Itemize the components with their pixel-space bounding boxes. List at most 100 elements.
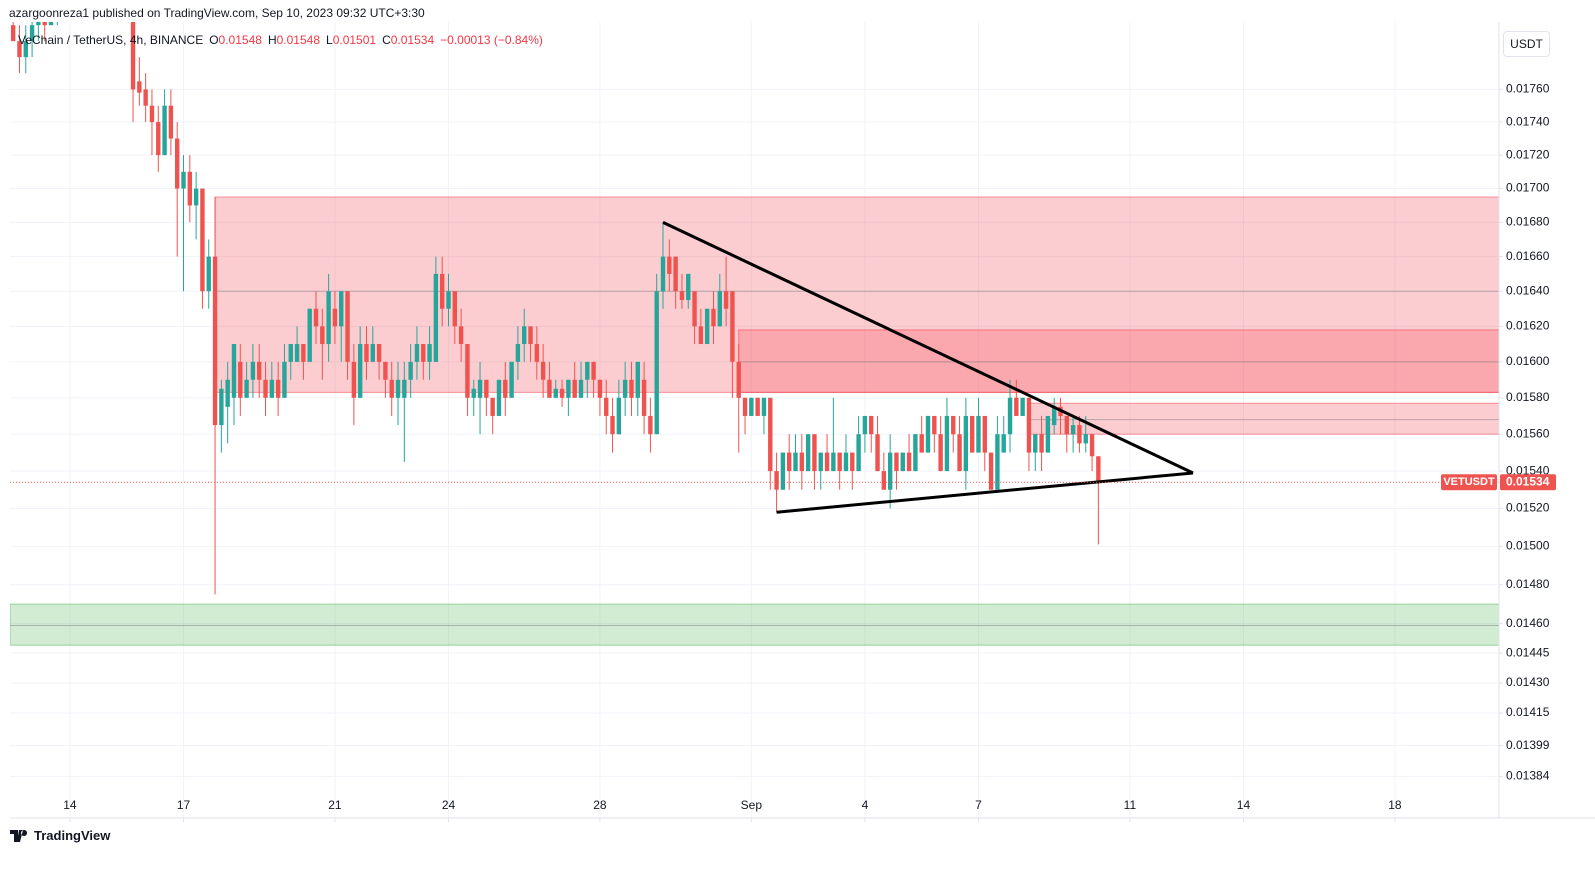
candle-body	[376, 344, 382, 362]
candle-body	[553, 388, 558, 398]
candle-body	[484, 379, 489, 398]
candle-body	[294, 344, 300, 362]
candle-body	[156, 122, 161, 156]
candle-body	[427, 344, 432, 362]
candle-body	[1089, 434, 1095, 457]
candle-body	[174, 138, 180, 189]
candle-body	[200, 188, 205, 292]
x-tick-label: 14	[1237, 798, 1251, 812]
label: O	[209, 33, 219, 47]
candle-body	[231, 344, 237, 398]
y-tick-label: 0.01520	[1506, 501, 1550, 515]
logo: TradingView	[10, 828, 110, 843]
candle-body	[843, 452, 849, 472]
candle-body	[787, 452, 792, 472]
candle-body	[654, 291, 659, 435]
zone	[1028, 402, 1499, 435]
candle-body	[1045, 415, 1051, 453]
candle-body	[149, 105, 155, 123]
y-tick-label: 0.01760	[1506, 82, 1550, 96]
last-price-label: 0.01534	[1506, 474, 1550, 488]
candle-body	[275, 379, 281, 398]
zone	[738, 329, 1499, 393]
x-tick-label: 4	[862, 798, 869, 812]
trend-line	[662, 221, 1194, 475]
candle-body	[137, 81, 142, 93]
candle-body	[48, 22, 54, 26]
candle-body	[244, 379, 249, 398]
candle-body	[711, 308, 716, 327]
candle-body	[938, 434, 943, 472]
currency-button[interactable]: USDT	[1503, 31, 1550, 57]
candle-body	[36, 22, 41, 26]
candle-body	[446, 291, 451, 309]
candle-body	[641, 379, 647, 416]
zone	[10, 603, 1499, 646]
candle-body	[187, 171, 193, 206]
candle-body	[932, 415, 937, 435]
candle-body	[900, 452, 905, 472]
candle-body	[597, 379, 603, 398]
candle-body	[547, 379, 552, 398]
candle-body	[660, 256, 666, 292]
candle-body	[704, 308, 710, 345]
candle-body	[269, 379, 275, 398]
candle-body	[402, 379, 407, 398]
candle-body	[534, 344, 540, 362]
candle-body	[421, 344, 426, 362]
candle-body	[471, 388, 476, 398]
candle-body	[881, 471, 887, 490]
candle-body	[957, 434, 962, 472]
candle-body	[1001, 434, 1006, 453]
candle-body	[477, 379, 483, 398]
candle-body	[439, 273, 445, 309]
candle-body	[887, 452, 893, 490]
ohlc-close: C0.01534	[382, 33, 434, 47]
candle-body	[686, 273, 691, 300]
candle-body	[143, 89, 148, 106]
candle-body	[755, 397, 760, 416]
candle-body	[345, 291, 350, 362]
candle-body	[566, 379, 571, 398]
candle-body	[869, 415, 874, 435]
change: −0.00013 (−0.84%)	[440, 33, 543, 47]
ticker-tag	[1441, 474, 1497, 491]
candle-body	[761, 397, 767, 416]
candle-body	[332, 308, 338, 327]
candle-body	[540, 361, 546, 380]
candle-body	[10, 25, 16, 42]
candle-body	[414, 344, 420, 362]
ticker-label: VETUSDT	[1443, 476, 1495, 488]
candle-body	[130, 22, 136, 90]
candle-body	[528, 326, 533, 345]
candle-body	[698, 326, 704, 345]
candle-body	[837, 452, 842, 472]
candle-body	[1064, 415, 1070, 435]
candle-body	[925, 415, 931, 453]
candle-body	[206, 256, 211, 292]
candle-body	[673, 256, 678, 292]
candle-body	[944, 415, 950, 472]
candle-body	[1026, 397, 1032, 453]
candle-body	[742, 397, 748, 416]
candle-body	[1083, 434, 1088, 444]
candle-body	[730, 291, 735, 362]
y-tick-label: 0.01660	[1506, 249, 1550, 263]
x-tick-label: 21	[328, 798, 342, 812]
candle-body	[1070, 425, 1076, 435]
candle-body	[219, 388, 224, 426]
candle-body	[257, 361, 262, 380]
candle-body	[982, 415, 987, 453]
candle-body	[856, 434, 861, 472]
y-tick-label: 0.01500	[1506, 538, 1550, 552]
x-tick-label: 18	[1388, 798, 1402, 812]
candle-body	[515, 344, 521, 362]
y-tick-label: 0.01580	[1506, 390, 1550, 404]
candle-body	[452, 291, 458, 327]
candle-body	[604, 397, 609, 416]
candle-body	[578, 379, 584, 398]
symbol: VeChain / TetherUS, 4h, BINANCE	[18, 33, 204, 47]
y-tick-label: 0.01480	[1506, 577, 1550, 591]
y-tick-label: 0.01720	[1506, 147, 1550, 161]
value: 0.01548	[218, 33, 262, 47]
